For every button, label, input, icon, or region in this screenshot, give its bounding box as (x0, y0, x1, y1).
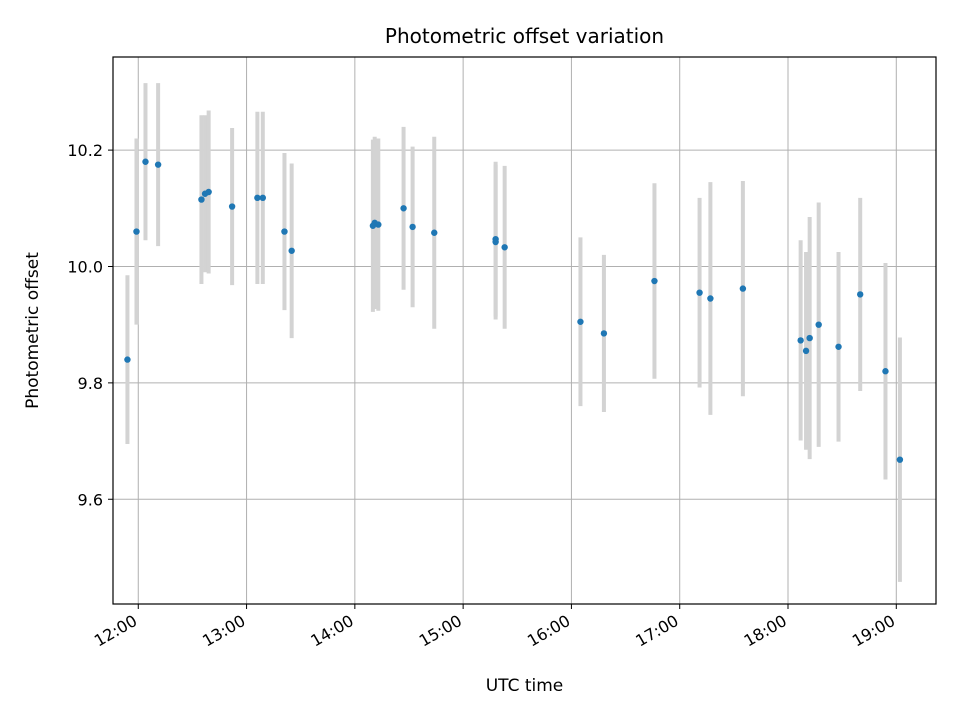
data-point (492, 238, 499, 246)
data-point (797, 337, 804, 344)
data-point (254, 194, 261, 202)
data-point (896, 456, 904, 463)
data-points (124, 158, 904, 463)
data-point (815, 321, 822, 328)
data-point (600, 330, 608, 337)
y-tick-label: 9.8 (78, 374, 103, 393)
data-point (696, 289, 703, 296)
data-point (409, 223, 416, 231)
y-tick-label: 9.6 (78, 490, 103, 509)
data-point (198, 196, 205, 203)
data-point (124, 356, 131, 363)
data-point (400, 205, 407, 212)
data-point (739, 285, 747, 292)
y-axis-ticks: 9.6 9.8 10.0 10.2 (67, 141, 113, 509)
data-point (431, 229, 438, 236)
y-tick-label: 10.2 (67, 141, 103, 160)
data-point (651, 277, 658, 285)
data-point (882, 368, 889, 375)
data-point (281, 228, 288, 235)
data-point (375, 221, 382, 228)
data-point (288, 247, 295, 254)
data-point (707, 295, 714, 302)
chart-title: Photometric offset variation (385, 24, 664, 48)
y-axis-title: Photometric offset (23, 252, 43, 409)
data-point (501, 244, 508, 251)
data-point (142, 158, 149, 165)
data-point (577, 318, 584, 325)
data-point (802, 347, 810, 355)
y-tick-label: 10.0 (67, 257, 103, 276)
data-point (835, 343, 842, 350)
data-point (133, 228, 140, 235)
data-point (205, 188, 212, 196)
data-point (154, 161, 162, 168)
data-point (806, 334, 813, 342)
plot-frame (112, 56, 937, 605)
x-axis-title: UTC time (486, 676, 564, 696)
data-point (259, 194, 267, 202)
data-point (228, 203, 236, 210)
data-point (856, 291, 864, 298)
